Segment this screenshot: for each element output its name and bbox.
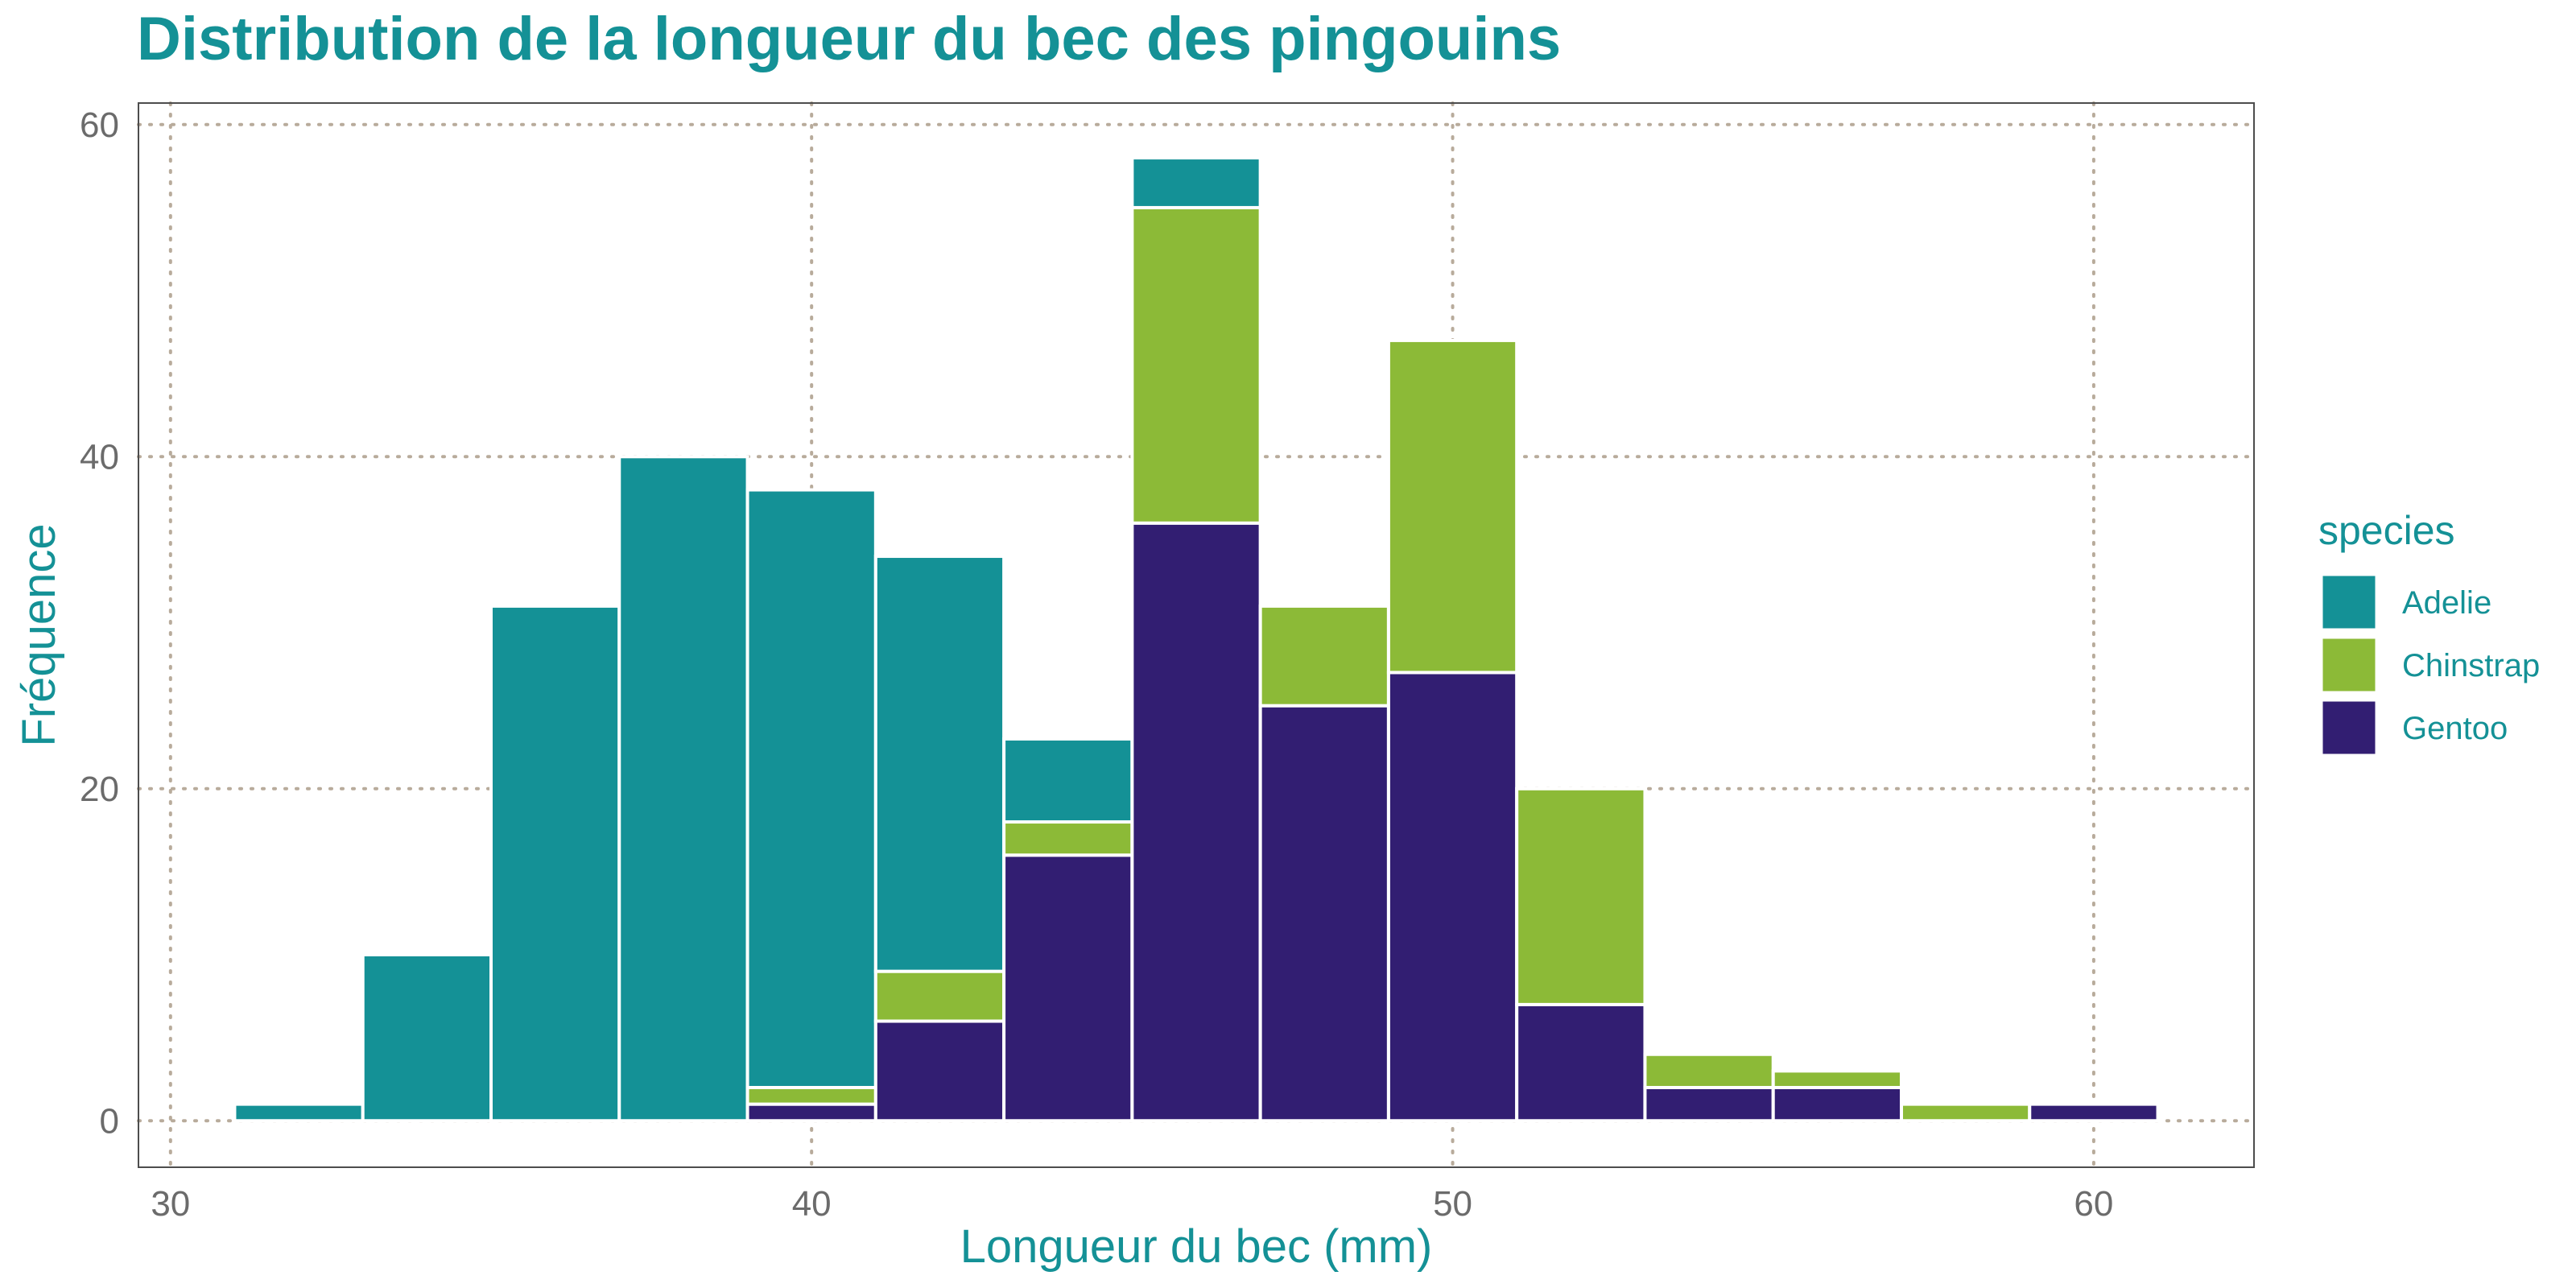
legend-swatch-gentoo <box>2320 699 2378 757</box>
bar-adelie-45 <box>1130 156 1262 209</box>
chart-title: Distribution de la longueur du bec des p… <box>137 5 1561 73</box>
bar-gentoo-39 <box>745 1102 877 1123</box>
bar-gentoo-45 <box>1130 521 1262 1123</box>
bar-chinstrap-47 <box>1258 604 1390 708</box>
bar-chinstrap-51 <box>1515 786 1647 1006</box>
x-axis-title: Longueur du bec (mm) <box>960 1220 1433 1273</box>
y-axis-title: Fréquence <box>13 523 65 746</box>
legend-label-gentoo: Gentoo <box>2402 711 2508 746</box>
legend: species Adelie Chinstrap Gentoo <box>2318 508 2540 757</box>
y-tick-label-60: 60 <box>80 105 119 145</box>
bar-chinstrap-43 <box>1002 820 1134 857</box>
bar-adelie-31 <box>233 1102 365 1123</box>
bar-adelie-43 <box>1002 737 1134 824</box>
axis-tick-labels: 30 40 50 60 0 20 40 60 <box>80 105 2113 1224</box>
bar-gentoo-47 <box>1258 704 1390 1123</box>
bar-chinstrap-45 <box>1130 205 1262 525</box>
legend-label-adelie: Adelie <box>2402 585 2491 621</box>
plot-panel-border <box>138 102 2255 1168</box>
bar-gentoo-59 <box>2028 1102 2160 1123</box>
bar-adelie-41 <box>873 555 1006 973</box>
x-tick-label-60: 60 <box>2074 1184 2113 1224</box>
bar-gentoo-49 <box>1386 671 1519 1123</box>
bar-adelie-37 <box>617 455 749 1123</box>
bar-adelie-33 <box>361 953 493 1123</box>
bar-adelie-39 <box>745 488 877 1090</box>
bar-gentoo-51 <box>1515 1002 1647 1123</box>
bar-gentoo-55 <box>1771 1086 1904 1123</box>
bar-chinstrap-49 <box>1386 338 1519 675</box>
legend-swatch-adelie <box>2320 573 2378 631</box>
legend-label-chinstrap: Chinstrap <box>2402 648 2540 683</box>
legend-items: Adelie Chinstrap Gentoo <box>2320 573 2540 757</box>
y-tick-label-40: 40 <box>80 437 119 477</box>
x-tick-label-50: 50 <box>1433 1184 1472 1224</box>
legend-title: species <box>2318 508 2455 553</box>
legend-swatch-chinstrap <box>2320 636 2378 694</box>
bar-gentoo-53 <box>1643 1086 1775 1123</box>
bar-stack-layer <box>233 156 2160 1123</box>
bar-chinstrap-55 <box>1771 1069 1904 1090</box>
y-tick-label-0: 0 <box>100 1101 119 1141</box>
x-tick-label-30: 30 <box>151 1184 190 1224</box>
bar-chinstrap-53 <box>1643 1052 1775 1090</box>
bar-gentoo-41 <box>873 1019 1006 1123</box>
bar-gentoo-43 <box>1002 853 1134 1123</box>
x-tick-label-40: 40 <box>792 1184 832 1224</box>
bar-chinstrap-57 <box>1900 1102 2032 1123</box>
bar-chinstrap-41 <box>873 969 1006 1023</box>
bar-adelie-35 <box>489 604 621 1123</box>
y-tick-label-20: 20 <box>80 770 119 809</box>
bar-chinstrap-39 <box>745 1086 877 1106</box>
